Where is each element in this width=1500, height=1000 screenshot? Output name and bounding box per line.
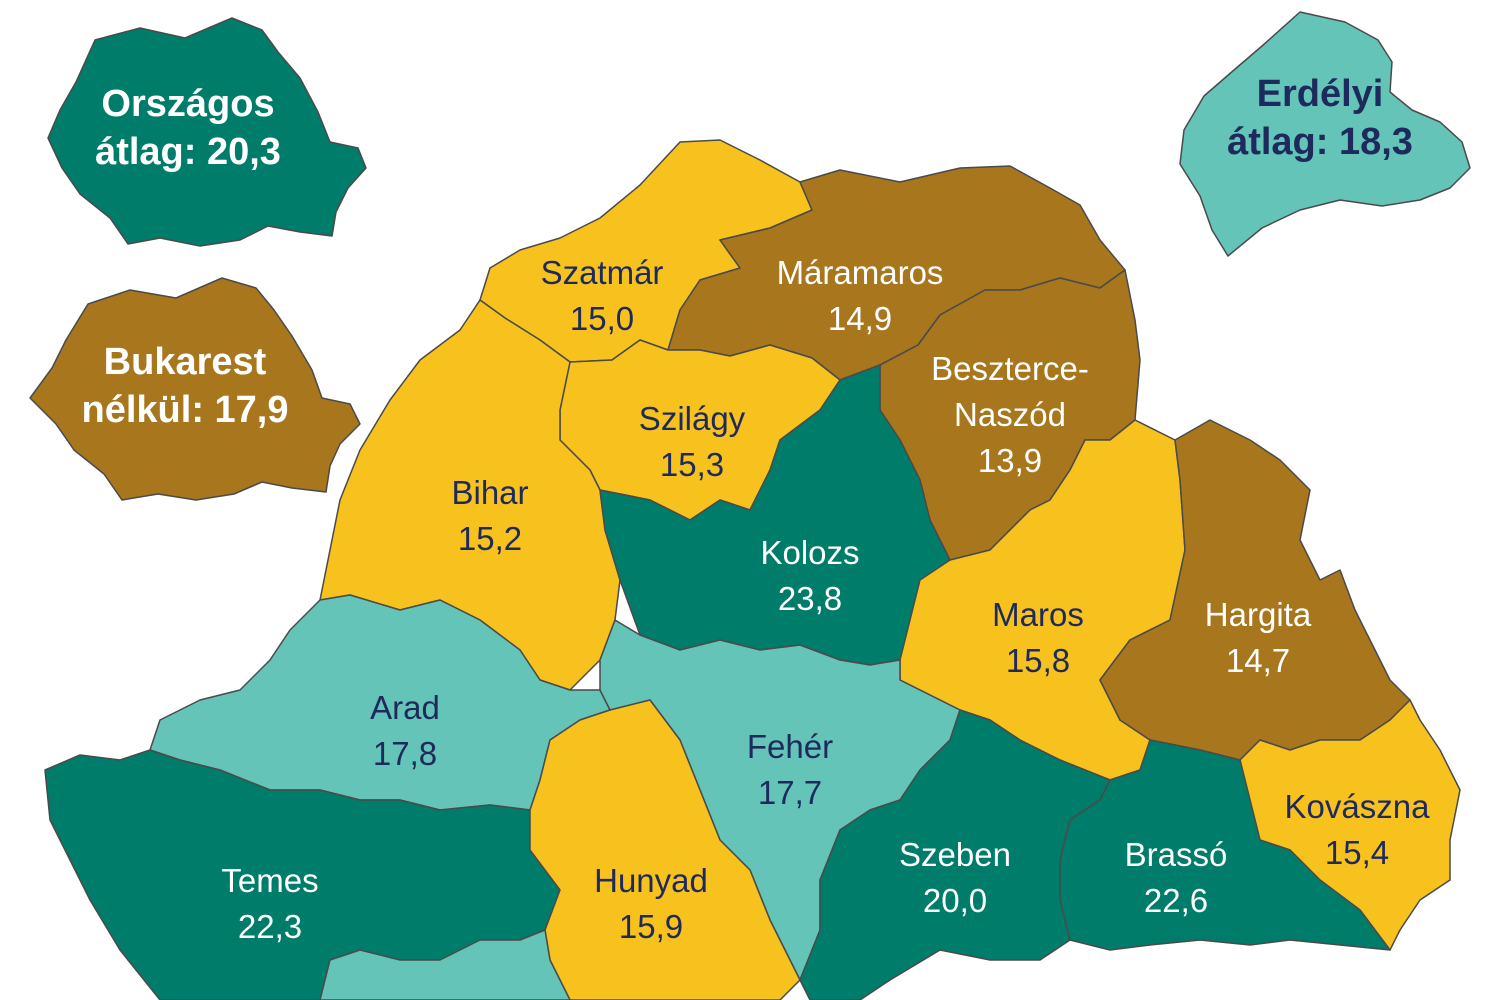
label-brasso: Brassó 22,6 [1125, 832, 1228, 924]
county-value: 15,9 [618, 908, 684, 945]
label-bihar: Bihar 15,2 [451, 470, 528, 562]
inset-erdely-line2: átlag: 18,3 [1227, 121, 1413, 163]
label-feher: Fehér 17,7 [747, 724, 833, 816]
label-beszterce-naszod: Beszterce- Naszód 13,9 [931, 346, 1089, 484]
county-name: Beszterce- [931, 350, 1089, 387]
inset-erdely-line1: Erdélyi [1256, 73, 1384, 115]
county-name: Bihar [451, 474, 529, 511]
inset-bukarest-line1: Bukarest [103, 341, 267, 383]
inset-romania-without-bucharest [29, 277, 361, 501]
county-value: 15,3 [659, 446, 725, 483]
county-name: Fehér [746, 728, 834, 765]
county-value: 15,4 [1324, 834, 1390, 871]
label-hargita: Hargita 14,7 [1205, 592, 1311, 684]
label-szatmar: Szatmár 15,0 [541, 250, 664, 342]
label-kolozs: Kolozs 23,8 [760, 530, 859, 622]
inset-romania-national [47, 17, 367, 247]
label-temes: Temes 22,3 [221, 858, 318, 950]
county-name: Szilágy [638, 400, 746, 437]
inset-bukarest-line2: nélkül: 17,9 [81, 389, 289, 431]
county-value: 22,6 [1143, 882, 1209, 919]
county-value: 17,8 [372, 735, 438, 772]
county-value: 13,9 [977, 442, 1043, 479]
county-brasso [1059, 739, 1391, 951]
county-value: 17,7 [757, 774, 823, 811]
inset-national-line1: Országos [101, 83, 275, 125]
county-name: Szatmár [540, 254, 664, 291]
county-name: Hargita [1204, 596, 1312, 633]
label-szilagy: Szilágy 15,3 [639, 396, 745, 488]
label-maramaros: Máramaros 14,9 [777, 250, 944, 342]
inset-transylvania [1179, 11, 1471, 257]
inset-national-line2: átlag: 20,3 [95, 131, 281, 173]
inset-erdely-label: Erdélyi átlag: 18,3 [1227, 70, 1413, 166]
label-hunyad: Hunyad 15,9 [594, 858, 708, 950]
county-value: 15,0 [569, 300, 635, 337]
inset-national-label: Országos átlag: 20,3 [95, 80, 281, 176]
county-value: 22,3 [237, 908, 303, 945]
county-value: 20,0 [922, 882, 988, 919]
county-value: 15,2 [457, 520, 523, 557]
county-value: 14,9 [827, 300, 893, 337]
county-name: Maros [992, 596, 1084, 633]
county-name: Temes [221, 862, 319, 899]
label-kovaszna: Kovászna 15,4 [1285, 784, 1430, 876]
county-name: Máramaros [776, 254, 944, 291]
label-arad: Arad 17,8 [370, 685, 440, 777]
county-name: Szeben [899, 836, 1011, 873]
county-name: Kolozs [760, 534, 860, 571]
county-value: 14,7 [1225, 642, 1291, 679]
label-szeben: Szeben 20,0 [899, 832, 1011, 924]
county-value: 15,8 [1005, 642, 1071, 679]
county-value: 23,8 [777, 580, 843, 617]
label-maros: Maros 15,8 [992, 592, 1084, 684]
county-name-2: Naszód [954, 396, 1066, 433]
inset-bukarest-label: Bukarest nélkül: 17,9 [82, 338, 289, 434]
county-name: Arad [370, 689, 440, 726]
county-partial-bottom [319, 929, 571, 1000]
county-name: Hunyad [594, 862, 708, 899]
county-name: Brassó [1124, 836, 1228, 873]
county-name: Kovászna [1284, 788, 1430, 825]
